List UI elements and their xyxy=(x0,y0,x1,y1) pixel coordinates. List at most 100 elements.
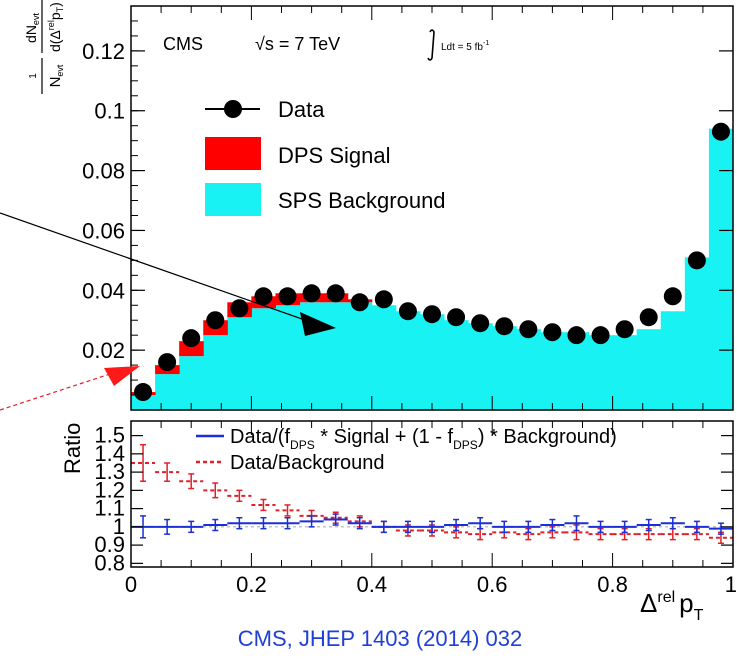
ratio-x-tick-label-1: 0.2 xyxy=(236,572,267,597)
legend-dps-swatch xyxy=(205,137,261,170)
sps-bar-13 xyxy=(444,320,469,410)
main-y-tick-label-2: 0.06 xyxy=(82,218,125,243)
sps-bar-15 xyxy=(492,326,517,410)
main-legend: Data DPS Signal SPS Background xyxy=(205,97,446,216)
ratio-plot: 0.80.911.11.21.31.41.5 0 0.2 0.4 0.6 0.8 1 Ra… xyxy=(60,420,737,624)
sps-bar-3 xyxy=(203,335,228,410)
main-y-tick-label-1: 0.04 xyxy=(82,278,125,303)
sps-bar-6 xyxy=(275,305,301,410)
annotation-arrowhead-ratio xyxy=(104,366,140,386)
ratio-y-tick-label-0: 0.8 xyxy=(94,550,125,575)
sps-bar-21 xyxy=(636,329,662,410)
sps-background-bars xyxy=(131,128,734,410)
header-energy: √s = 7 TeV xyxy=(255,34,340,54)
data-point-11 xyxy=(398,302,417,321)
data-point-21 xyxy=(639,308,658,327)
ratio-x-label: Δrel pT xyxy=(640,588,704,624)
data-point-24 xyxy=(711,122,730,141)
data-points xyxy=(134,122,730,402)
data-point-10 xyxy=(374,290,393,309)
sps-bar-18 xyxy=(564,332,590,410)
legend-data-marker xyxy=(224,100,242,118)
ratio-y-tick-label-1: 0.9 xyxy=(94,532,125,557)
ratio-y-tick-label-7: 1.5 xyxy=(94,423,125,448)
sps-bar-12 xyxy=(419,314,445,410)
data-point-22 xyxy=(663,287,682,306)
ratio-x-tick-label-4: 0.8 xyxy=(597,572,628,597)
sps-bar-11 xyxy=(395,311,421,410)
ratio-legend: Data/(fDPS * Signal + (1 - fDPS) * Backg… xyxy=(196,426,617,474)
ratio-legend-bkg-label: Data/Background xyxy=(230,452,385,474)
main-y-tick-label-3: 0.08 xyxy=(82,159,125,184)
main-plot: 0.02 0.04 0.06 0.08 0.1 0.12 CMS √s = 7 TeV L… xyxy=(0,0,734,411)
annotation-arrowhead-signal xyxy=(300,312,336,336)
sps-bar-19 xyxy=(588,335,614,410)
ratio-legend-full-label: Data/(fDPS * Signal + (1 - fDPS) * Backg… xyxy=(230,426,617,452)
data-point-12 xyxy=(423,305,441,324)
ratio-y-tick-label-3: 1.1 xyxy=(94,496,125,521)
data-point-0 xyxy=(134,383,153,402)
sps-bar-1 xyxy=(155,374,180,410)
sps-bar-20 xyxy=(612,335,638,410)
sps-bar-24 xyxy=(708,128,734,410)
main-y-tick-label-5: 0.12 xyxy=(82,39,125,64)
svg-text:Nevt: Nevt xyxy=(47,64,65,87)
data-point-13 xyxy=(447,308,466,327)
main-x-ticks xyxy=(130,6,734,410)
legend-dps-label: DPS Signal xyxy=(278,143,391,168)
sps-bar-8 xyxy=(323,302,349,410)
header-lumi: Ldt = 5 fb-1 xyxy=(441,40,489,53)
data-point-8 xyxy=(326,284,345,303)
data-point-4 xyxy=(230,299,249,318)
data-point-20 xyxy=(615,320,634,339)
sps-bar-10 xyxy=(371,305,397,410)
citation: CMS, JHEP 1403 (2014) 032 xyxy=(237,626,523,651)
sps-bar-9 xyxy=(347,302,373,410)
data-point-9 xyxy=(350,293,369,312)
data-point-1 xyxy=(158,353,177,372)
header-experiment: CMS xyxy=(163,34,203,54)
data-point-7 xyxy=(302,284,321,303)
data-point-23 xyxy=(687,251,706,270)
data-point-14 xyxy=(471,314,490,333)
sps-bar-14 xyxy=(468,323,493,410)
svg-text:1: 1 xyxy=(28,73,39,79)
ratio-x-tick-label-0: 0 xyxy=(125,572,137,597)
sps-bar-22 xyxy=(660,311,686,410)
legend-data-label: Data xyxy=(278,97,325,122)
sps-bar-5 xyxy=(251,308,276,410)
ratio-x-ticks: 0 0.2 0.4 0.6 0.8 1 xyxy=(125,421,737,597)
sps-bar-23 xyxy=(684,257,710,410)
legend-sps-swatch xyxy=(205,183,261,216)
ratio-x-tick-label-3: 0.6 xyxy=(477,572,508,597)
data-point-19 xyxy=(591,326,610,345)
sps-bar-4 xyxy=(227,317,252,410)
sps-bar-16 xyxy=(516,329,541,410)
main-y-ticks: 0.02 0.04 0.06 0.08 0.1 0.12 xyxy=(82,20,733,396)
data-point-16 xyxy=(519,320,538,339)
sps-bar-17 xyxy=(540,332,565,410)
legend-sps-label: SPS Background xyxy=(278,188,446,213)
ratio-x-tick-label-2: 0.4 xyxy=(357,572,388,597)
main-y-tick-label-4: 0.1 xyxy=(94,99,125,124)
svg-text:dNevt: dNevt xyxy=(23,13,41,43)
data-point-15 xyxy=(495,317,514,336)
main-y-tick-label-0: 0.02 xyxy=(82,338,125,363)
ratio-x-tick-label-5: 1 xyxy=(725,572,737,597)
svg-text:d(ΔrelpT): d(ΔrelpT) xyxy=(46,2,65,52)
ratio-y-tick-label-5: 1.3 xyxy=(94,459,125,484)
annotation-arrow-signal xyxy=(0,212,324,328)
annotation-arrow-ratio xyxy=(0,373,111,411)
ratio-y-tick-label-2: 1 xyxy=(113,514,125,539)
data-point-2 xyxy=(182,329,201,348)
main-y-label: 1 Nevt dNevt d(ΔrelpT) xyxy=(23,0,65,94)
data-point-5 xyxy=(254,287,273,306)
ratio-y-tick-label-4: 1.2 xyxy=(94,477,125,502)
data-point-3 xyxy=(206,311,225,330)
data-point-6 xyxy=(278,287,297,306)
ratio-data-over-fit xyxy=(131,513,733,539)
ratio-y-label: Ratio xyxy=(60,423,85,474)
ratio-y-tick-label-6: 1.4 xyxy=(94,441,125,466)
data-point-18 xyxy=(567,326,586,345)
